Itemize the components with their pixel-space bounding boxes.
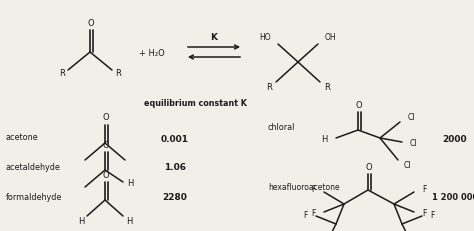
Text: H: H [127, 179, 133, 188]
Text: R: R [115, 70, 121, 79]
Text: O: O [103, 140, 109, 149]
Text: R: R [59, 70, 65, 79]
Text: F: F [430, 212, 434, 221]
Text: Cl: Cl [408, 113, 416, 122]
Text: F: F [311, 185, 316, 195]
Text: K: K [210, 33, 218, 43]
Text: equilibrium constant K: equilibrium constant K [144, 98, 246, 107]
Text: 1 200 000: 1 200 000 [432, 194, 474, 203]
Text: HO: HO [259, 33, 271, 43]
Text: hexafluoroacetone: hexafluoroacetone [268, 183, 340, 192]
Text: formaldehyde: formaldehyde [6, 194, 63, 203]
Text: acetone: acetone [6, 134, 38, 143]
Text: R: R [324, 83, 330, 92]
Text: F: F [304, 212, 308, 221]
Text: O: O [365, 162, 372, 171]
Text: acetaldehyde: acetaldehyde [6, 164, 61, 173]
Text: F: F [422, 185, 427, 195]
Text: OH: OH [325, 33, 337, 43]
Text: H: H [78, 218, 84, 227]
Text: H: H [126, 218, 132, 227]
Text: 1.06: 1.06 [164, 164, 186, 173]
Text: R: R [266, 83, 272, 92]
Text: F: F [422, 209, 427, 218]
Text: H: H [322, 134, 328, 143]
Text: F: F [311, 209, 316, 218]
Text: chloral: chloral [268, 124, 295, 133]
Text: 0.001: 0.001 [161, 136, 189, 145]
Text: O: O [103, 113, 109, 122]
Text: 2280: 2280 [163, 194, 187, 203]
Text: Cl: Cl [410, 139, 418, 148]
Text: O: O [88, 19, 94, 28]
Text: O: O [356, 100, 362, 109]
Text: Cl: Cl [404, 161, 411, 170]
Text: + H₂O: + H₂O [139, 49, 165, 58]
Text: 2000: 2000 [443, 136, 467, 145]
Text: O: O [103, 170, 109, 179]
